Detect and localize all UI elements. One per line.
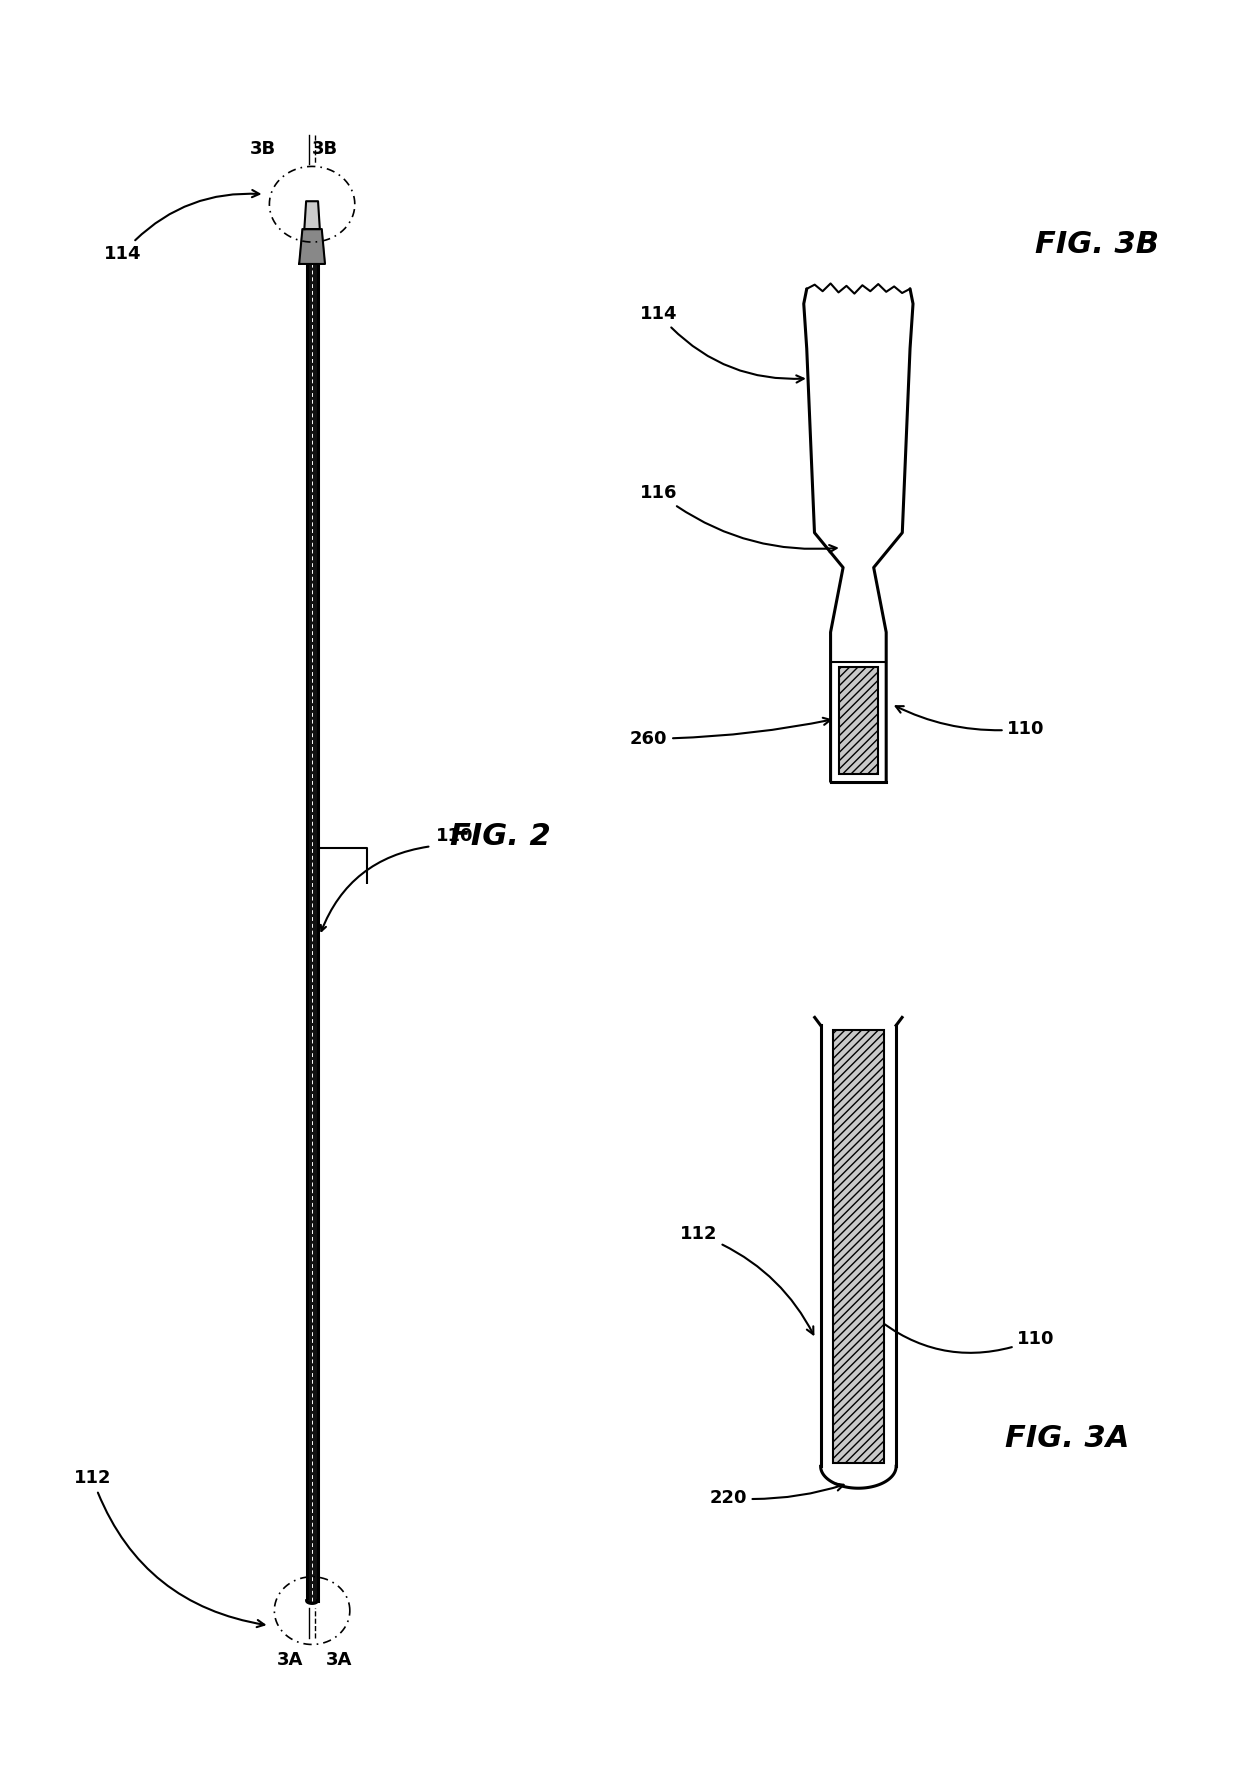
Bar (306, 264, 317, 1600)
Text: 3A: 3A (326, 1652, 352, 1670)
Text: FIG. 3B: FIG. 3B (1034, 230, 1158, 259)
Text: 110: 110 (895, 705, 1045, 738)
Polygon shape (299, 229, 325, 264)
Text: FIG. 3A: FIG. 3A (1004, 1423, 1130, 1454)
Text: FIG. 2: FIG. 2 (450, 822, 552, 850)
Text: 220: 220 (709, 1484, 843, 1507)
Text: 260: 260 (630, 718, 831, 748)
Text: 110: 110 (436, 827, 474, 845)
Text: 114: 114 (103, 189, 259, 263)
Polygon shape (304, 202, 320, 229)
Bar (832, 1031, 884, 1463)
Text: 3B: 3B (249, 141, 275, 159)
Text: 110: 110 (875, 1318, 1055, 1352)
Text: 112: 112 (680, 1225, 813, 1334)
Text: 3A: 3A (277, 1652, 304, 1670)
Text: 112: 112 (73, 1470, 264, 1627)
Bar (838, 666, 878, 773)
Text: 114: 114 (640, 305, 804, 382)
Polygon shape (306, 1600, 317, 1604)
Text: 116: 116 (640, 484, 837, 552)
Text: 3B: 3B (312, 141, 339, 159)
